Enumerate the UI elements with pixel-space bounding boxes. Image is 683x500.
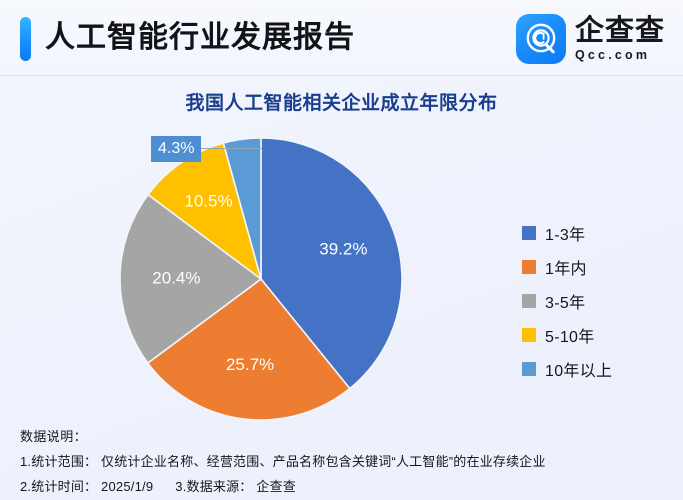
legend-swatch xyxy=(522,260,536,274)
brand-logo[interactable]: 企查查 Qcc.com xyxy=(515,14,665,64)
pie-slice xyxy=(222,137,262,280)
callout-label-10-plus: 4.3% xyxy=(151,136,202,162)
logo-name-cn: 企查查 xyxy=(574,14,665,47)
pie-slice xyxy=(146,277,351,421)
pie-slices xyxy=(119,137,403,421)
pie-slice-label: 20.4% xyxy=(152,268,200,287)
page-title: 人工智能行业发展报告 xyxy=(45,21,355,54)
legend-swatch xyxy=(522,226,536,240)
legend-item[interactable]: 1-3年 xyxy=(522,224,612,244)
legend-swatch xyxy=(522,294,536,308)
accent-bar xyxy=(20,17,31,61)
chart-legend: 1-3年 1年内 3-5年 5-10年 10年以上 xyxy=(522,224,613,380)
logo-wordmark: 企查查 Qcc.com xyxy=(574,14,665,62)
pie-slice-labels: 39.2% 25.7% 20.4% 10.5% xyxy=(152,192,367,375)
pie-slice-label: 39.2% xyxy=(319,239,367,258)
legend-item[interactable]: 10年以上 xyxy=(522,360,613,380)
header-divider xyxy=(0,75,683,76)
notes-stat-time: 2.统计时间： 2025/1/9 xyxy=(20,479,154,494)
page-header: 人工智能行业发展报告 企查查 Qcc.com xyxy=(0,0,683,76)
notes-line-1: 1.统计范围： 仅统计企业名称、经营范围、产品名称包含关键词“人工智能”的在业存… xyxy=(20,454,546,469)
callout-leader-line xyxy=(199,148,262,149)
legend-item[interactable]: 3-5年 xyxy=(522,292,612,312)
legend-item[interactable]: 5-10年 xyxy=(522,326,612,346)
pie-chart: 39.2% 25.7% 20.4% 10.5% xyxy=(118,136,404,422)
notes-line-2: 2.统计时间： 2025/1/9 3.数据来源： 企查查 xyxy=(20,474,670,499)
legend-label: 3-5年 xyxy=(545,295,586,312)
chart-title: 我国人工智能相关企业成立年限分布 xyxy=(185,93,498,114)
legend-label: 1年内 xyxy=(545,261,587,278)
logo-name-en: Qcc.com xyxy=(574,47,651,62)
legend-swatch xyxy=(522,328,536,342)
legend-label: 10年以上 xyxy=(545,363,613,380)
pie-slice xyxy=(260,137,403,390)
pie-slice xyxy=(119,193,263,365)
pie-slice-label: 25.7% xyxy=(226,355,274,374)
notes-source: 3.数据来源： 企查查 xyxy=(175,479,296,494)
pie-slice-label: 10.5% xyxy=(184,192,232,211)
notes-heading: 数据说明： xyxy=(20,429,88,444)
legend-label: 5-10年 xyxy=(545,329,595,346)
legend-label: 1-3年 xyxy=(545,227,586,244)
legend-item[interactable]: 1年内 xyxy=(522,258,612,278)
data-notes: 数据说明： 1.统计范围： 仅统计企业名称、经营范围、产品名称包含关键词“人工智… xyxy=(20,424,670,499)
legend-swatch xyxy=(522,362,536,376)
qcc-logo-icon xyxy=(515,14,566,64)
